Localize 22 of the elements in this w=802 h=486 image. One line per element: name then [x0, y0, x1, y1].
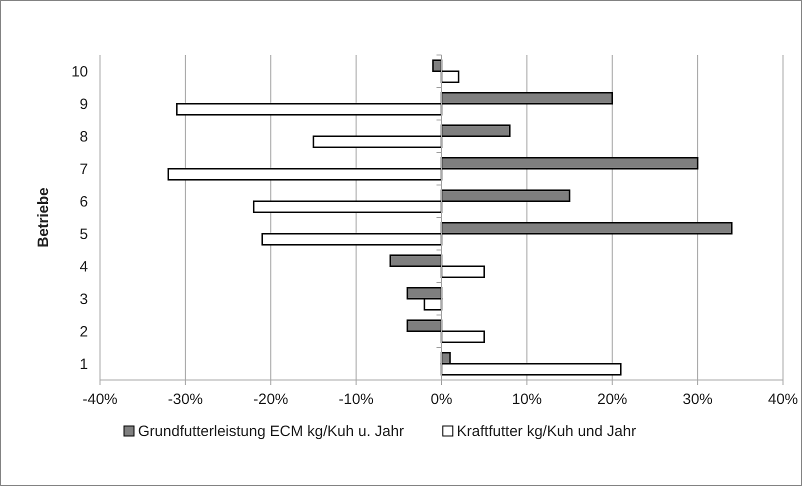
- y-tick-label: 8: [80, 128, 88, 146]
- x-tick-label: 40%: [768, 391, 798, 408]
- y-tick-label: 3: [80, 290, 88, 308]
- x-tick-label: -40%: [82, 391, 118, 408]
- x-tick-label: 10%: [512, 391, 542, 408]
- x-tick-label: 0%: [430, 391, 452, 408]
- legend-label: Kraftfutter kg/Kuh und Jahr: [456, 423, 636, 440]
- y-tick-label: 2: [80, 323, 88, 340]
- y-tick-label: 1: [80, 356, 88, 373]
- x-tick-label: -10%: [338, 391, 374, 408]
- y-tick-label: 6: [80, 193, 88, 210]
- y-tick-label: 7: [80, 160, 88, 178]
- x-tick-label: 30%: [682, 391, 713, 408]
- x-tick-label: -20%: [253, 391, 288, 408]
- y-tick-label: 4: [80, 258, 88, 276]
- x-tick-label: 20%: [597, 391, 628, 408]
- x-tick-label: -30%: [168, 391, 203, 408]
- legend-label: Grundfutterleistung ECM kg/Kuh u. Jahr: [138, 423, 404, 440]
- y-tick-label: 9: [80, 96, 88, 113]
- y-axis-title: Betriebe: [35, 187, 52, 248]
- y-tick-label: 10: [71, 63, 88, 80]
- y-tick-label: 5: [80, 226, 88, 243]
